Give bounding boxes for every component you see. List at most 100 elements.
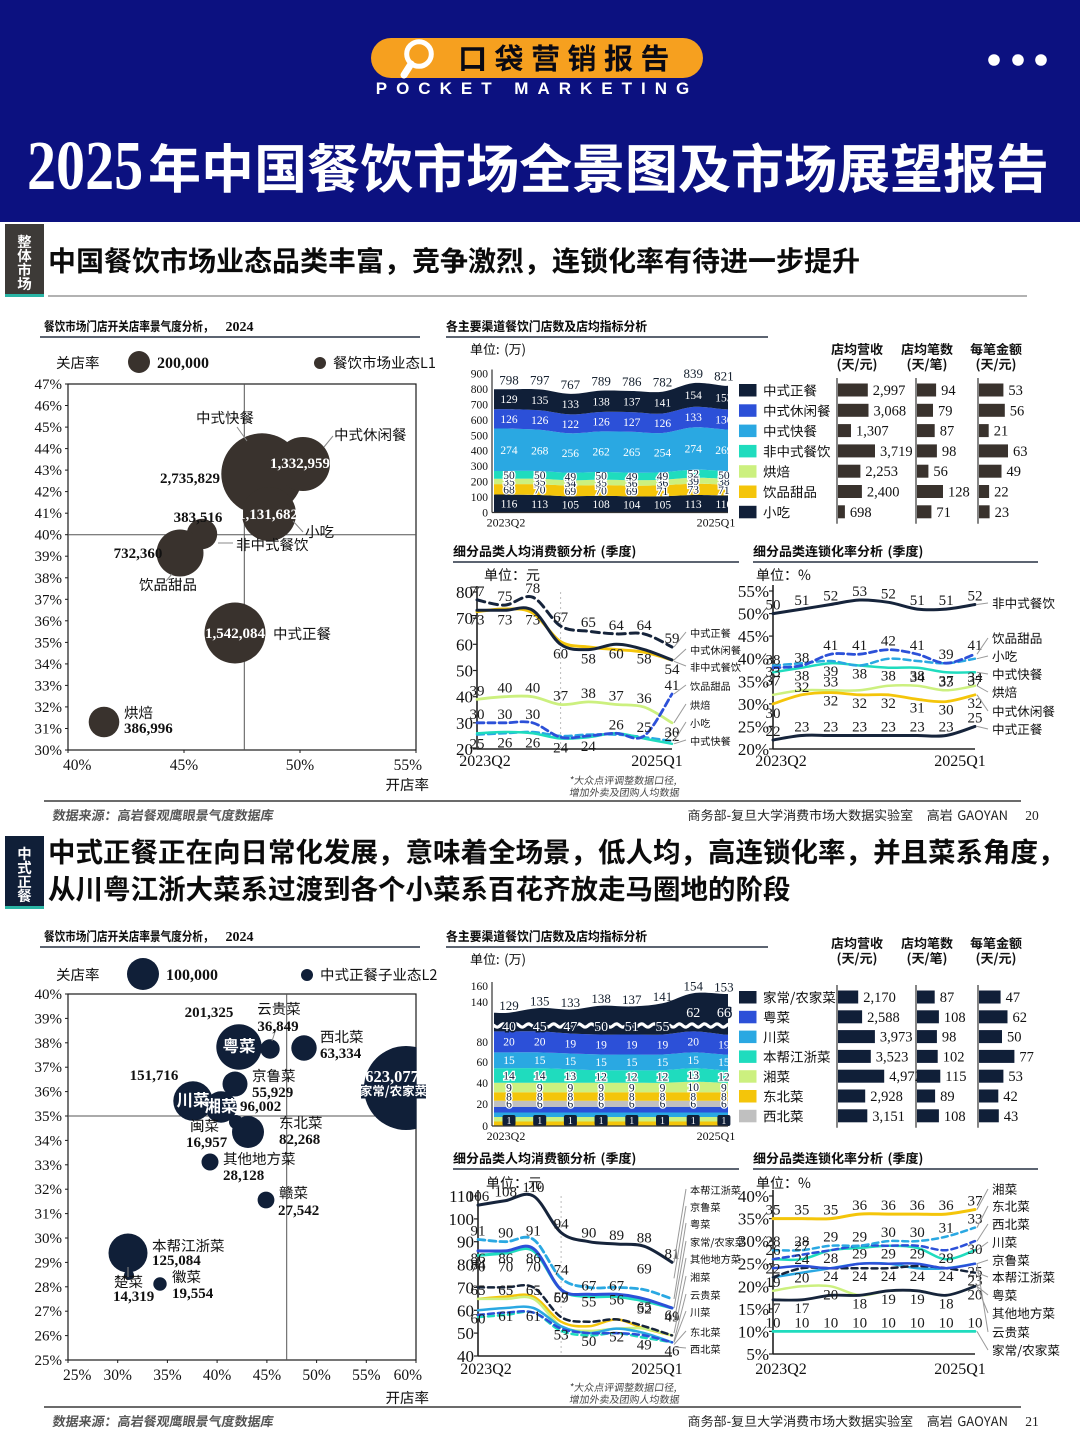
- svg-text:12: 12: [626, 1071, 638, 1083]
- svg-text:2025Q1: 2025Q1: [697, 516, 736, 530]
- svg-text:154: 154: [683, 979, 703, 994]
- svg-text:55%: 55%: [394, 757, 423, 774]
- svg-text:38: 38: [766, 653, 781, 669]
- svg-text:47: 47: [1006, 990, 1021, 1006]
- svg-text:82,268: 82,268: [279, 1132, 320, 1148]
- svg-text:35%: 35%: [153, 1367, 182, 1384]
- svg-text:20%: 20%: [738, 1277, 769, 1296]
- svg-text:25%: 25%: [35, 1353, 63, 1369]
- svg-text:20: 20: [503, 1037, 515, 1049]
- svg-text:9: 9: [506, 1082, 512, 1094]
- svg-text:60: 60: [553, 646, 568, 662]
- svg-text:5%: 5%: [746, 1345, 769, 1364]
- svg-text:50: 50: [457, 1324, 474, 1343]
- svg-text:55%: 55%: [738, 582, 769, 601]
- svg-text:52: 52: [687, 469, 699, 481]
- svg-text:10: 10: [852, 1315, 867, 1331]
- svg-text:38: 38: [881, 669, 896, 685]
- svg-text:33: 33: [823, 674, 838, 690]
- svg-text:3,973: 3,973: [880, 1030, 913, 1046]
- svg-text:14,319: 14,319: [113, 1289, 154, 1305]
- svg-text:64: 64: [609, 618, 625, 634]
- svg-text:300: 300: [471, 461, 489, 473]
- svg-text:36: 36: [637, 691, 653, 707]
- svg-text:10: 10: [766, 1315, 781, 1331]
- svg-text:26%: 26%: [35, 1329, 63, 1345]
- svg-text:108: 108: [592, 499, 610, 511]
- svg-text:15: 15: [687, 1055, 699, 1067]
- svg-text:49: 49: [565, 472, 577, 484]
- svg-text:30: 30: [968, 1242, 983, 1258]
- svg-text:39: 39: [470, 683, 485, 699]
- svg-text:2,253: 2,253: [865, 464, 898, 480]
- svg-text:40: 40: [477, 1078, 489, 1090]
- svg-text:600: 600: [471, 415, 489, 427]
- svg-text:57: 57: [554, 1290, 570, 1306]
- svg-text:35: 35: [766, 1203, 781, 1219]
- svg-text:35%: 35%: [738, 1210, 769, 1229]
- svg-text:12: 12: [595, 1071, 607, 1083]
- svg-text:15: 15: [503, 1055, 515, 1067]
- svg-text:39%: 39%: [35, 1011, 63, 1027]
- svg-text:70: 70: [471, 1259, 486, 1275]
- svg-text:108: 108: [494, 1185, 517, 1201]
- svg-text:70: 70: [457, 1278, 474, 1297]
- svg-text:30%: 30%: [738, 695, 769, 714]
- svg-text:42: 42: [881, 634, 896, 650]
- svg-text:8: 8: [537, 1091, 543, 1103]
- svg-text:75: 75: [497, 589, 512, 605]
- svg-text:9: 9: [568, 1082, 574, 1094]
- svg-text:20: 20: [477, 1099, 489, 1111]
- svg-text:20: 20: [687, 1037, 699, 1049]
- svg-text:10: 10: [687, 1082, 699, 1094]
- svg-text:19: 19: [626, 1039, 638, 1051]
- svg-text:8: 8: [660, 1091, 666, 1103]
- svg-text:2,170: 2,170: [863, 990, 896, 1006]
- svg-text:15%: 15%: [738, 1300, 769, 1319]
- svg-text:29: 29: [852, 1230, 867, 1246]
- svg-text:32%: 32%: [35, 1182, 63, 1198]
- svg-text:839: 839: [683, 366, 703, 381]
- svg-text:25: 25: [637, 720, 652, 736]
- svg-text:61: 61: [526, 1309, 541, 1325]
- svg-text:33: 33: [968, 1212, 983, 1228]
- svg-text:9: 9: [598, 1082, 604, 1094]
- svg-text:154: 154: [685, 390, 703, 402]
- svg-text:41: 41: [852, 638, 867, 654]
- svg-text:2023Q2: 2023Q2: [459, 753, 511, 770]
- svg-text:46%: 46%: [35, 399, 63, 415]
- svg-text:35: 35: [595, 477, 607, 489]
- svg-text:69: 69: [554, 1291, 569, 1307]
- svg-text:30%: 30%: [35, 743, 63, 759]
- svg-text:41: 41: [968, 638, 983, 654]
- svg-text:22: 22: [766, 724, 781, 740]
- svg-text:2024: 2024: [226, 320, 254, 335]
- svg-text:900: 900: [471, 369, 489, 381]
- svg-text:30: 30: [939, 703, 954, 719]
- svg-text:19: 19: [595, 1039, 607, 1051]
- svg-text:37: 37: [968, 1194, 984, 1210]
- svg-text:50: 50: [581, 1334, 596, 1350]
- svg-text:70: 70: [498, 1259, 513, 1275]
- svg-text:46: 46: [665, 1343, 681, 1359]
- svg-text:8: 8: [598, 1091, 604, 1103]
- svg-text:50: 50: [503, 470, 515, 482]
- svg-text:96,002: 96,002: [240, 1099, 281, 1115]
- svg-text:24: 24: [581, 739, 597, 755]
- svg-text:30: 30: [456, 714, 473, 733]
- svg-text:65: 65: [526, 1283, 541, 1299]
- svg-text:43%: 43%: [35, 463, 63, 479]
- svg-text:105: 105: [562, 499, 580, 511]
- svg-text:35: 35: [503, 476, 515, 488]
- svg-text:67: 67: [553, 610, 569, 626]
- svg-text:200: 200: [471, 477, 489, 489]
- svg-text:91: 91: [526, 1223, 541, 1239]
- svg-text:77: 77: [470, 584, 486, 600]
- svg-text:133: 133: [685, 412, 703, 424]
- svg-text:0: 0: [482, 1121, 488, 1133]
- svg-text:42%: 42%: [35, 485, 63, 501]
- svg-text:36: 36: [852, 1198, 868, 1214]
- svg-text:34: 34: [968, 670, 984, 686]
- svg-text:24: 24: [852, 1269, 868, 1285]
- svg-text:1,542,084: 1,542,084: [205, 626, 266, 642]
